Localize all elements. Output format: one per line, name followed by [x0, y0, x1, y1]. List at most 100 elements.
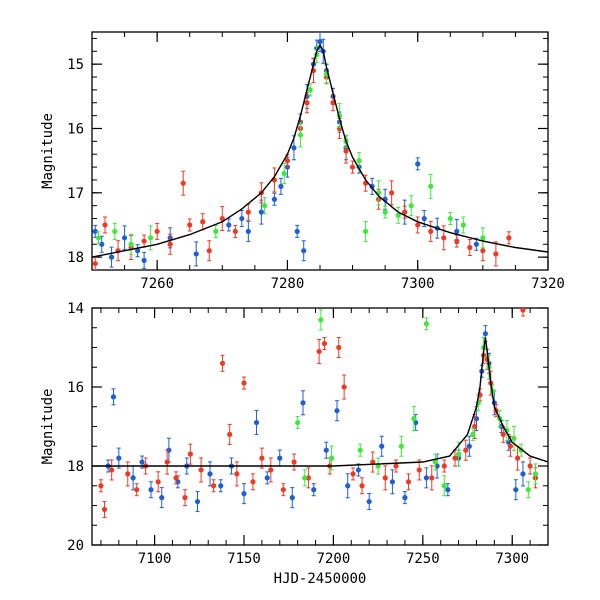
y-tick-label: 16 [67, 121, 84, 137]
data-point-blue [445, 487, 451, 493]
data-point-red [454, 238, 460, 244]
x-tick-label: 7280 [271, 276, 305, 292]
data-point-blue [513, 487, 519, 493]
data-point-red [350, 471, 356, 477]
data-point-red [173, 475, 179, 481]
axis-ticks: 7260 7280 7300 7320 15 16 17 18 [67, 32, 565, 292]
data-point-blue [415, 161, 421, 167]
data-point-green [112, 228, 118, 235]
data-point-blue [245, 228, 251, 235]
data-point-blue [278, 183, 284, 189]
bottom-panel-full-season: 7100 7150 7200 7250 7300 14 16 18 20 Magnitude HJD… [40, 301, 549, 587]
data-point-red [389, 190, 395, 196]
data-point-red [125, 471, 131, 477]
data-point-blue [423, 475, 429, 481]
data-point-blue [345, 483, 351, 489]
data-point-red [200, 219, 206, 225]
top-panel-peak-zoom: 7260 7280 7300 7320 15 16 17 18 Magnitude [40, 31, 565, 292]
data-point-blue [108, 254, 115, 260]
data-point-red [370, 459, 376, 465]
data-point-red [393, 463, 399, 469]
data-point-blue [389, 479, 396, 485]
data-point-blue [317, 39, 323, 45]
data-point-red [305, 475, 311, 481]
data-point-blue [139, 459, 145, 465]
data-point-green [455, 451, 462, 457]
data-point-red [227, 431, 233, 437]
data-point-green [95, 235, 102, 241]
x-axis-label: HJD-2450000 [274, 571, 367, 587]
plot-area [92, 308, 548, 518]
data-point-red [98, 483, 104, 489]
y-tick-label: 18 [67, 250, 84, 266]
y-axis-label: Magnitude [40, 389, 56, 465]
data-point-blue [277, 455, 283, 461]
data-point-green [302, 475, 308, 481]
data-point-red [527, 463, 533, 469]
data-point-blue [135, 248, 141, 254]
x-tick-label: 7260 [140, 276, 174, 292]
data-point-blue [355, 467, 362, 473]
data-point-red [336, 344, 342, 351]
data-point-green [295, 419, 301, 426]
minor-ticks [92, 307, 549, 546]
data-point-blue [193, 251, 199, 257]
x-tick-label: 7250 [406, 551, 440, 567]
y-tick-label: 17 [67, 186, 84, 202]
data-point-blue [271, 196, 277, 202]
data-point-blue [218, 483, 224, 489]
data-point-green [432, 459, 438, 465]
data-point-green [525, 487, 531, 493]
model-curve [92, 337, 548, 467]
data-point-red [211, 483, 217, 489]
data-point-green [398, 443, 404, 449]
series-green [295, 309, 539, 499]
data-point-blue [301, 248, 307, 254]
data-point-red [141, 238, 147, 244]
data-point-red [284, 158, 291, 164]
data-point-red [155, 479, 161, 485]
data-point-green [382, 209, 388, 215]
data-point-blue [294, 228, 300, 235]
data-point-red [341, 384, 347, 390]
data-point-green [395, 212, 401, 218]
data-point-red [316, 348, 322, 355]
data-point-blue [482, 331, 489, 337]
data-point-red [206, 248, 212, 254]
data-point-red [416, 467, 422, 473]
x-tick-label: 7150 [227, 551, 261, 567]
data-point-green [423, 321, 429, 327]
axis-ticks: 7100 7150 7200 7250 7300 14 16 18 20 [67, 301, 548, 567]
data-point-red [452, 455, 458, 461]
y-tick-label: 14 [67, 301, 84, 317]
data-point-blue [159, 495, 165, 501]
data-point-red [429, 475, 435, 481]
series-red [92, 58, 512, 270]
data-point-blue [99, 241, 105, 247]
data-point-red [167, 241, 173, 247]
data-point-red [415, 222, 421, 228]
data-point-blue [207, 471, 213, 477]
data-point-red [198, 467, 204, 473]
data-point-red [507, 443, 514, 449]
data-point-green [441, 483, 447, 489]
data-point-red [515, 455, 521, 461]
x-tick-label: 7320 [531, 276, 565, 292]
data-point-green [480, 235, 486, 241]
minor-ticks [91, 32, 549, 271]
data-point-green [411, 416, 417, 422]
x-tick-label: 7200 [317, 551, 351, 567]
data-point-blue [311, 487, 317, 493]
plot-frame [91, 307, 549, 546]
data-point-blue [264, 475, 270, 481]
data-point-red [472, 423, 478, 430]
data-point-red [349, 164, 356, 170]
data-point-green [262, 203, 268, 209]
data-point-red [493, 251, 499, 257]
data-point-red [321, 340, 328, 347]
data-point-red [480, 248, 486, 254]
data-point-red [330, 100, 336, 106]
data-point-blue [253, 419, 260, 426]
data-point-green [470, 431, 476, 437]
